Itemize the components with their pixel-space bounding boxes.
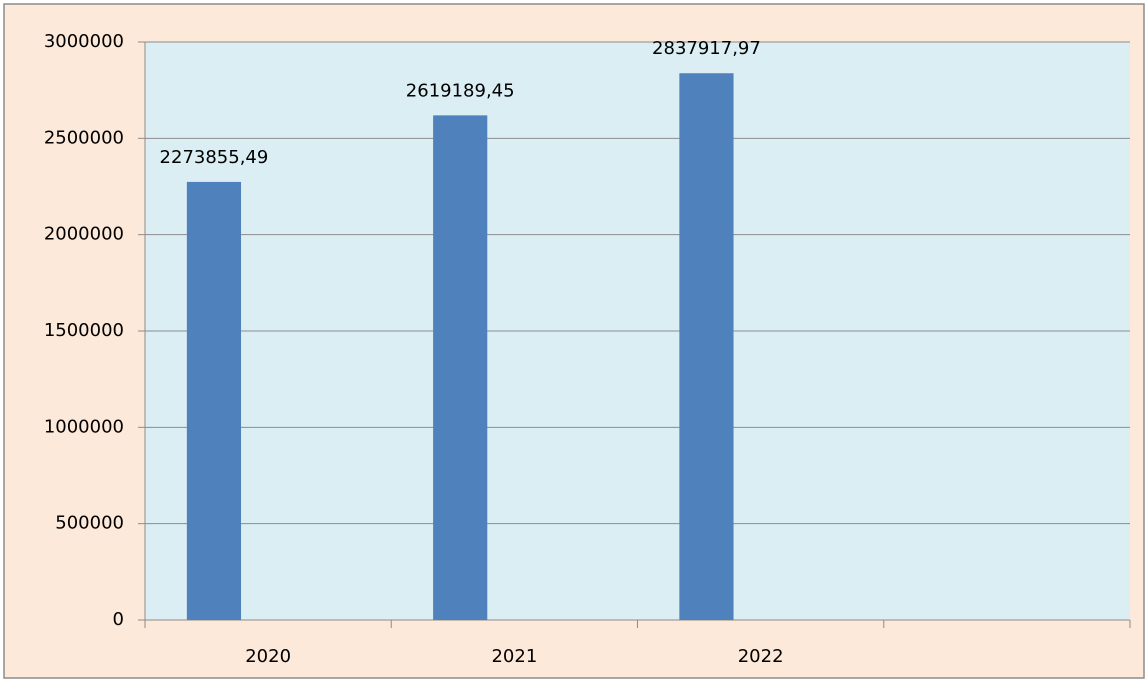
- data-label: 2273855,49: [160, 147, 269, 168]
- data-label: 2619189,45: [406, 80, 515, 101]
- y-tick-label: 3000000: [44, 31, 124, 52]
- y-tick-label: 1500000: [44, 320, 124, 341]
- y-tick-label: 2000000: [44, 224, 124, 245]
- x-tick-label: 2021: [491, 646, 537, 667]
- x-tick-label: 2022: [738, 646, 784, 667]
- y-tick-label: 500000: [55, 513, 124, 534]
- data-label: 2837917,97: [652, 38, 761, 59]
- x-tick-label: 2020: [245, 646, 291, 667]
- bar: [433, 115, 488, 620]
- bar: [679, 73, 734, 621]
- y-tick-label: 1000000: [44, 416, 124, 437]
- y-tick-label: 0: [113, 609, 124, 630]
- y-tick-label: 2500000: [44, 127, 124, 148]
- bar: [186, 181, 242, 620]
